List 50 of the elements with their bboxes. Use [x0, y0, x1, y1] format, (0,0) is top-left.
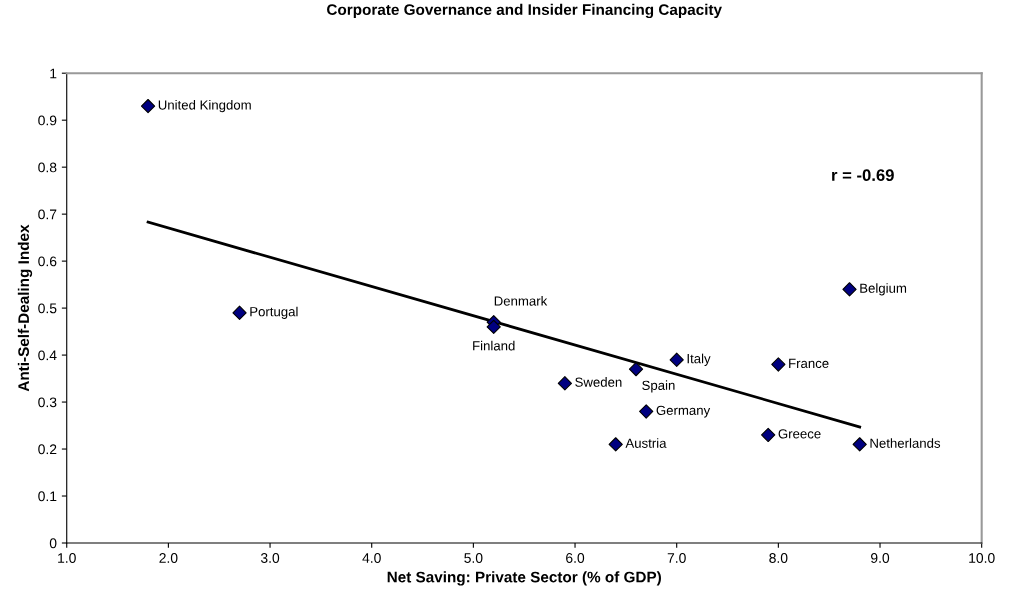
- point: [557, 376, 573, 391]
- point: [761, 427, 776, 443]
- y-tick-label: 0.9: [38, 115, 57, 126]
- x-tick-label: 8.0: [769, 553, 788, 563]
- y-tick-label: 0.4: [38, 350, 57, 361]
- annotation: Sweden: [575, 377, 622, 387]
- x-tick-label: 4.0: [362, 553, 381, 563]
- y-tick-label: 0.2: [38, 444, 57, 455]
- point: [842, 282, 857, 297]
- point: [608, 437, 623, 452]
- point: [140, 98, 156, 114]
- annotation: Spain: [642, 380, 675, 393]
- point: [669, 352, 684, 367]
- y-tick-label: 0.7: [38, 209, 57, 220]
- y-axis-title: Anti-Self-Dealing Index: [17, 224, 33, 392]
- y-tick-label: 0.8: [38, 162, 57, 173]
- x-tick-label: 9.0: [871, 553, 890, 563]
- x-axis-title: Net Saving: Private Sector (% of GDP): [387, 571, 661, 586]
- x-tick-label: 6.0: [566, 553, 585, 563]
- annotation: Finland: [473, 340, 515, 351]
- annotation: United Kingdom: [158, 99, 251, 113]
- point: [639, 404, 654, 419]
- x-tick-label: 2.0: [159, 553, 178, 563]
- point: [852, 437, 867, 452]
- y-tick-label: 0.3: [38, 397, 57, 408]
- point: [486, 319, 501, 335]
- point: [628, 362, 644, 377]
- x-tick-label: 3.0: [260, 553, 280, 563]
- annotation: Portugal: [250, 306, 298, 319]
- annotation: r = -0.69: [832, 169, 894, 182]
- x-tick-label: 1.0: [58, 553, 76, 563]
- annotation: Italy: [687, 353, 711, 366]
- x-tick-label: 10.0: [969, 553, 995, 563]
- annotation: Belgium: [860, 283, 907, 296]
- chart-title: Corporate Governance and Insider Financing Capacity: [327, 3, 722, 19]
- y-tick-label: 1: [50, 68, 57, 79]
- x-tick-label: 7.0: [667, 553, 686, 563]
- annotation: France: [789, 358, 829, 369]
- annotation: Denmark: [494, 296, 548, 306]
- y-tick-label: 0: [49, 538, 57, 549]
- annotation: Austria: [625, 438, 667, 448]
- x-tick-label: 5.0: [464, 553, 483, 563]
- y-tick-label: 0.6: [38, 256, 57, 267]
- y-tick-label: 0.5: [38, 303, 57, 314]
- annotation: Netherlands: [870, 438, 941, 448]
- annotation: Germany: [656, 405, 711, 418]
- point: [232, 305, 247, 320]
- annotation: Greece: [778, 429, 821, 439]
- point: [771, 357, 786, 372]
- y-tick-label: 0.1: [38, 491, 57, 502]
